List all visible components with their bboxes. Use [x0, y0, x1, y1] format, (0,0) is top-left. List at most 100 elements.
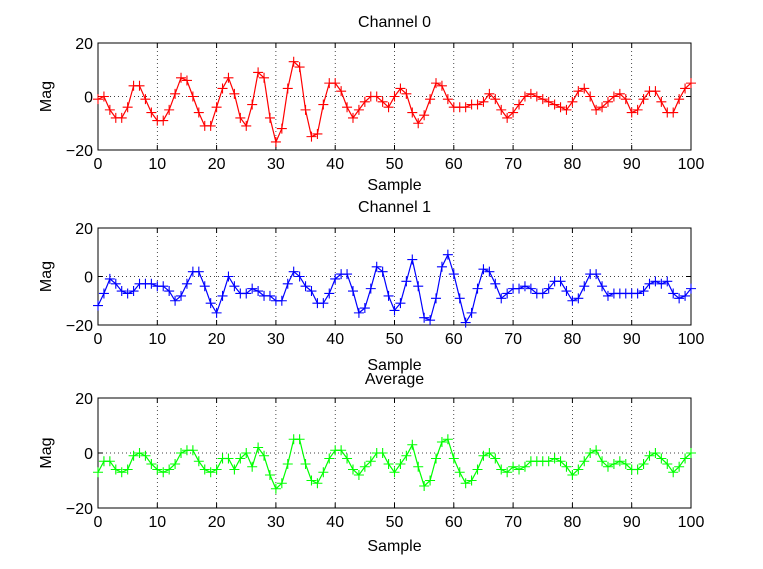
data-point-marker — [235, 112, 246, 123]
data-point-marker — [638, 94, 649, 105]
data-point-marker — [158, 115, 169, 126]
data-point-marker — [519, 281, 530, 292]
x-tick-label: 100 — [678, 331, 705, 348]
data-point-marker — [247, 99, 258, 110]
data-point-marker — [668, 107, 679, 118]
data-point-marker — [472, 464, 483, 475]
data-point-marker — [146, 107, 157, 118]
data-point-marker — [330, 78, 341, 89]
x-tick-label: 80 — [564, 331, 582, 348]
data-point-marker — [104, 104, 115, 115]
data-point-marker — [454, 293, 465, 304]
data-point-marker — [359, 96, 370, 107]
data-point-marker — [591, 269, 602, 280]
x-tick-label: 90 — [623, 514, 641, 531]
data-point-marker — [377, 266, 388, 277]
data-point-marker — [146, 459, 157, 469]
data-point-marker — [116, 112, 127, 123]
data-point-marker — [662, 459, 673, 469]
data-point-marker — [288, 56, 299, 67]
data-point-marker — [318, 467, 329, 478]
data-point-marker — [259, 450, 270, 461]
data-point-marker — [365, 456, 376, 467]
data-point-marker — [395, 459, 406, 469]
data-point-marker — [561, 104, 572, 115]
data-point-marker — [371, 261, 382, 272]
y-axis-label: Mag — [38, 81, 55, 112]
data-point-marker — [478, 450, 489, 461]
series-layer — [93, 249, 696, 328]
x-tick-labels: 0 10 20 30 40 50 60 70 80 90 100 — [94, 156, 705, 173]
data-point-marker — [508, 107, 519, 118]
data-point-marker — [413, 461, 424, 472]
data-point-marker — [436, 261, 447, 272]
data-point-marker — [608, 459, 619, 469]
x-tick-label: 50 — [386, 156, 404, 173]
data-point-marker — [407, 254, 418, 265]
data-point-marker — [122, 102, 133, 113]
data-point-marker — [680, 83, 691, 94]
chart-title: Channel 1 — [358, 199, 431, 216]
data-point-marker — [419, 110, 430, 121]
data-point-marker — [425, 315, 436, 326]
x-tick-label: 100 — [678, 514, 705, 531]
data-point-marker — [680, 453, 691, 464]
data-point-marker — [211, 102, 222, 113]
x-tick-labels: 0 10 20 30 40 50 60 70 80 90 100 — [94, 331, 705, 348]
data-point-marker — [591, 445, 602, 456]
data-point-marker — [134, 448, 145, 458]
data-point-marker — [336, 445, 347, 456]
data-point-marker — [525, 88, 536, 99]
data-point-marker — [537, 288, 548, 299]
data-point-marker — [567, 295, 578, 306]
data-point-marker — [573, 86, 584, 97]
data-point-marker — [395, 83, 406, 94]
data-point-marker — [134, 80, 145, 91]
data-point-marker — [276, 295, 287, 306]
data-point-marker — [419, 481, 430, 491]
data-point-marker — [650, 86, 661, 97]
data-point-marker — [496, 104, 507, 115]
data-point-marker — [170, 295, 181, 306]
data-point-marker — [318, 99, 329, 110]
data-point-marker — [413, 118, 424, 129]
data-point-marker — [164, 104, 175, 115]
data-point-marker — [294, 271, 305, 282]
data-point-marker — [211, 307, 222, 318]
y-tick-label: 0 — [84, 270, 93, 287]
data-point-marker — [181, 278, 192, 289]
data-point-marker — [193, 456, 204, 467]
x-tick-label: 30 — [267, 331, 285, 348]
data-point-marker — [668, 467, 679, 478]
data-point-marker — [460, 102, 471, 113]
x-tick-label: 70 — [504, 514, 522, 531]
grid-lines — [98, 398, 691, 508]
data-point-marker — [241, 288, 252, 299]
data-point-marker — [235, 453, 246, 464]
data-point-marker — [632, 104, 643, 115]
data-point-marker — [514, 99, 525, 110]
data-point-marker — [543, 283, 554, 294]
data-point-marker — [555, 456, 566, 467]
data-point-marker — [342, 453, 353, 464]
data-point-marker — [193, 107, 204, 118]
data-point-marker — [306, 286, 317, 297]
data-point-marker — [371, 91, 382, 102]
data-point-marker — [205, 120, 216, 131]
data-point-marker — [478, 264, 489, 275]
data-point-marker — [347, 286, 358, 297]
data-point-marker — [276, 123, 287, 134]
data-point-marker — [377, 96, 388, 107]
data-point-marker — [211, 464, 222, 475]
data-point-marker — [632, 464, 643, 475]
data-point-marker — [353, 307, 364, 318]
x-tick-label: 40 — [326, 514, 344, 531]
data-point-marker — [324, 453, 335, 464]
data-point-marker — [614, 88, 625, 99]
data-point-marker — [294, 62, 305, 73]
y-tick-label: −20 — [66, 318, 93, 335]
x-tick-label: 40 — [326, 156, 344, 173]
x-tick-label: 30 — [267, 156, 285, 173]
